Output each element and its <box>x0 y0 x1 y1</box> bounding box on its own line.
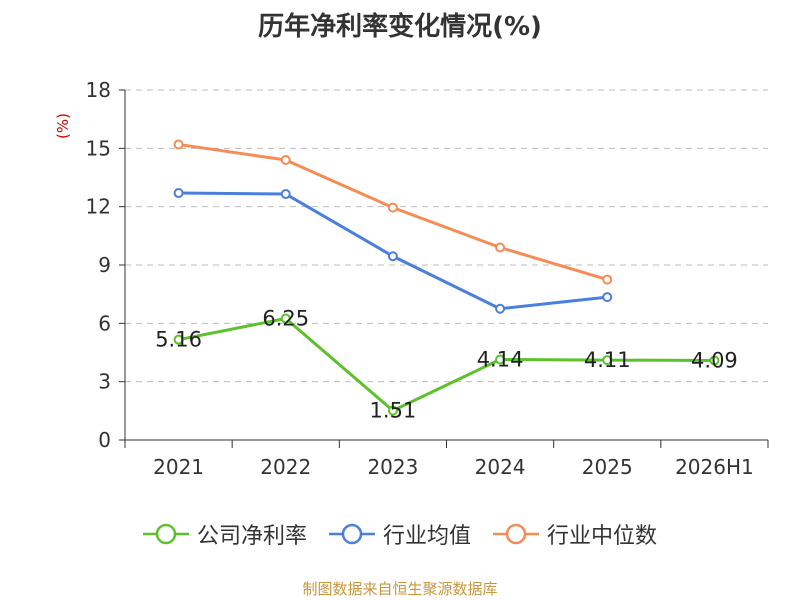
legend-label: 行业中位数 <box>547 524 658 549</box>
data-label: 1.51 <box>370 399 417 423</box>
data-point <box>173 139 184 150</box>
data-point <box>495 242 506 253</box>
legend-label: 行业均值 <box>382 524 471 549</box>
data-point <box>173 188 184 199</box>
chart-title: 历年净利率变化情况(%) <box>258 12 542 42</box>
data-point <box>602 274 613 285</box>
x-tick-label: 2024 <box>475 455 526 479</box>
data-point <box>387 405 398 416</box>
legend-item[interactable]: 行业中位数 <box>493 518 657 550</box>
data-label: 4.09 <box>691 348 738 372</box>
x-tick-label: 2025 <box>582 455 633 479</box>
source-note: 制图数据来自恒生聚源数据库 <box>302 580 498 598</box>
data-label: 6.25 <box>262 306 309 330</box>
data-point <box>602 292 613 303</box>
x-tick-label: 2022 <box>260 455 311 479</box>
legend-label: 公司净利率 <box>196 524 307 549</box>
data-point <box>280 189 291 200</box>
legend-marker-icon <box>328 523 375 545</box>
data-point <box>387 251 398 262</box>
x-tick-label: 2026H1 <box>675 455 754 479</box>
y-tick-label: 3 <box>98 370 111 394</box>
data-point <box>709 355 720 366</box>
x-tick-label: 2021 <box>153 455 204 479</box>
y-tick-label: 18 <box>86 78 111 102</box>
x-tick-label: 2023 <box>367 455 418 479</box>
series-line <box>178 316 715 413</box>
legend-item[interactable]: 公司净利率 <box>142 518 307 550</box>
legend-marker-icon <box>493 523 539 545</box>
data-label: 4.14 <box>477 348 524 372</box>
y-tick-label: 6 <box>98 311 111 335</box>
data-point <box>495 303 506 314</box>
legend-item[interactable]: 行业均值 <box>328 518 471 550</box>
legend-marker-icon <box>142 523 189 545</box>
data-point <box>387 202 398 213</box>
data-point <box>495 354 506 365</box>
data-point <box>173 334 184 345</box>
data-label: 5.16 <box>155 328 202 352</box>
y-tick-label: 15 <box>86 136 111 160</box>
data-point <box>602 355 613 366</box>
y-tick-label: 0 <box>98 428 111 452</box>
y-tick-label: 12 <box>86 195 111 219</box>
y-tick-label: 9 <box>98 253 111 277</box>
y-axis-label: (%) <box>54 113 72 139</box>
data-point <box>280 313 291 324</box>
legend: 公司净利率 行业均值 行业中位数 <box>0 518 800 550</box>
data-label: 4.11 <box>584 348 631 372</box>
data-point <box>280 155 291 165</box>
